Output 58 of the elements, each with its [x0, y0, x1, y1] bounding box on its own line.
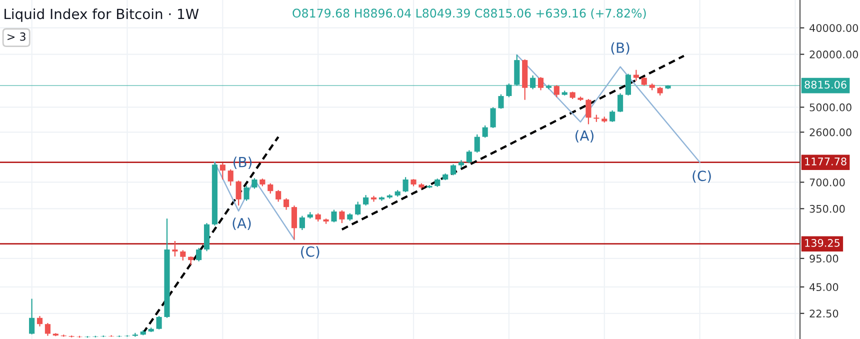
- candlestick: [617, 92, 624, 113]
- candlestick: [291, 204, 298, 240]
- candlestick: [299, 215, 305, 231]
- candlestick: [284, 198, 290, 210]
- annotation: (A): [232, 218, 251, 230]
- candlestick: [355, 201, 361, 216]
- candlestick: [466, 150, 472, 164]
- text: > 3: [8, 32, 26, 41]
- candlestick: [244, 185, 250, 202]
- candlestick: [252, 178, 258, 190]
- y-tick-label: 20000.00: [810, 50, 858, 58]
- annotation: (C): [692, 170, 711, 183]
- candlestick: [172, 240, 178, 258]
- ref-line-label: 139.25: [805, 238, 840, 247]
- candlestick: [363, 194, 369, 206]
- candlestick: [36, 315, 43, 327]
- candlestick: [450, 164, 456, 176]
- candlestick: [236, 180, 242, 206]
- y-tick-label: 5000.00: [810, 103, 852, 112]
- candlestick: [402, 176, 408, 193]
- candlestick: [220, 162, 226, 180]
- line-series: [516, 54, 700, 163]
- annotation: O8179.68 H8896.04 L8049.39 C8815.06 +639.16 (+7.82%): [292, 8, 646, 19]
- candlestick: [633, 69, 639, 82]
- annotation: (A): [576, 130, 594, 142]
- candlestick: [538, 76, 544, 91]
- candlestick: [196, 247, 202, 262]
- text: Liquid Index for Bitcoin · 1W: [4, 8, 199, 22]
- y-tick-label: 350.00: [810, 204, 845, 213]
- candlestick: [180, 250, 186, 262]
- candlestick: [610, 110, 616, 122]
- candlestick: [530, 74, 536, 90]
- candlestick: [339, 210, 345, 224]
- y-tick-label: 700.00: [810, 178, 845, 186]
- candlestick: [276, 190, 282, 202]
- candlestick: [482, 124, 488, 138]
- candlestick: [474, 134, 480, 154]
- ref-line-label: 8815.06: [804, 80, 846, 89]
- y-tick-label: 45.00: [810, 283, 838, 292]
- y-tick-label: 2600.00: [810, 128, 852, 136]
- candlestick: [554, 84, 560, 98]
- candlestick: [29, 298, 35, 335]
- candlestick: [331, 209, 337, 223]
- candlestick: [156, 315, 162, 330]
- candlestick: [268, 182, 274, 194]
- candlestick: [586, 98, 592, 125]
- annotation: (B): [611, 42, 630, 55]
- candlestick: [625, 73, 632, 96]
- y-tick-label: 95.00: [810, 254, 838, 263]
- candlestick: [490, 106, 496, 129]
- y-tick-label: 40000.00: [810, 24, 858, 32]
- candlestick: [44, 322, 50, 336]
- candlestick: [498, 94, 504, 110]
- y-tick-label: 22.50: [810, 310, 838, 318]
- ref-line-label: 1177.78: [805, 158, 846, 166]
- annotation: (C): [301, 246, 320, 258]
- candlestick: [506, 82, 512, 98]
- candlestick: [228, 168, 234, 186]
